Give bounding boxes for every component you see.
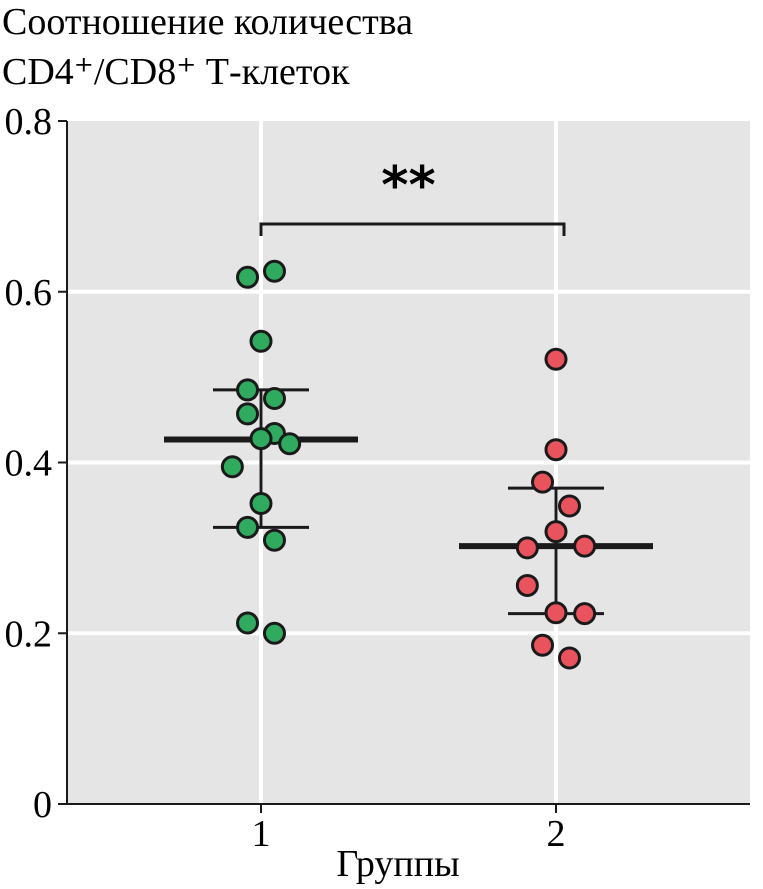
y-tick-label: 0 bbox=[33, 784, 52, 826]
data-point-group-2 bbox=[573, 534, 597, 558]
data-point-group-2 bbox=[544, 438, 568, 462]
data-point-group-1 bbox=[278, 432, 302, 456]
data-point-group-1 bbox=[236, 265, 260, 289]
y-ticks: 0 0.2 0.4 0.6 0.8 bbox=[5, 101, 67, 826]
data-point-group-1 bbox=[262, 621, 286, 645]
data-point-group-1 bbox=[236, 402, 260, 426]
x-tick-label: 2 bbox=[547, 813, 566, 855]
x-tick-label: 1 bbox=[252, 813, 271, 855]
data-point-group-2 bbox=[544, 347, 568, 371]
data-point-group-1 bbox=[236, 378, 260, 402]
data-point-group-1 bbox=[249, 427, 273, 451]
data-point-group-2 bbox=[573, 602, 597, 626]
data-points bbox=[220, 259, 597, 670]
data-point-group-2 bbox=[544, 601, 568, 625]
y-tick-label: 0.6 bbox=[5, 272, 53, 314]
data-point-group-1 bbox=[262, 259, 286, 283]
y-tick-label: 0.4 bbox=[5, 443, 53, 485]
data-point-group-1 bbox=[262, 528, 286, 552]
y-axis-label-line-1: Соотношение количества bbox=[2, 1, 413, 43]
data-point-group-2 bbox=[544, 520, 568, 544]
data-point-group-1 bbox=[236, 515, 260, 539]
data-point-group-2 bbox=[557, 494, 581, 518]
x-axis-label: Группы bbox=[336, 843, 459, 885]
data-point-group-1 bbox=[262, 386, 286, 410]
data-point-group-2 bbox=[515, 536, 539, 560]
data-point-group-1 bbox=[236, 611, 260, 635]
y-tick-label: 0.8 bbox=[5, 101, 53, 143]
data-point-group-2 bbox=[531, 470, 555, 494]
data-point-group-1 bbox=[249, 491, 273, 515]
data-point-group-1 bbox=[249, 329, 273, 353]
y-tick-label: 0.2 bbox=[5, 613, 53, 655]
y-axis-label-line-2: CD4⁺/CD8⁺ Т-клеток bbox=[2, 51, 350, 93]
data-point-group-1 bbox=[220, 455, 244, 479]
significance-label: ** bbox=[381, 156, 435, 216]
data-point-group-2 bbox=[557, 646, 581, 670]
bracket-line bbox=[259, 222, 566, 236]
significance-bracket bbox=[259, 222, 566, 236]
data-point-group-2 bbox=[531, 633, 555, 657]
data-point-group-2 bbox=[515, 573, 539, 597]
